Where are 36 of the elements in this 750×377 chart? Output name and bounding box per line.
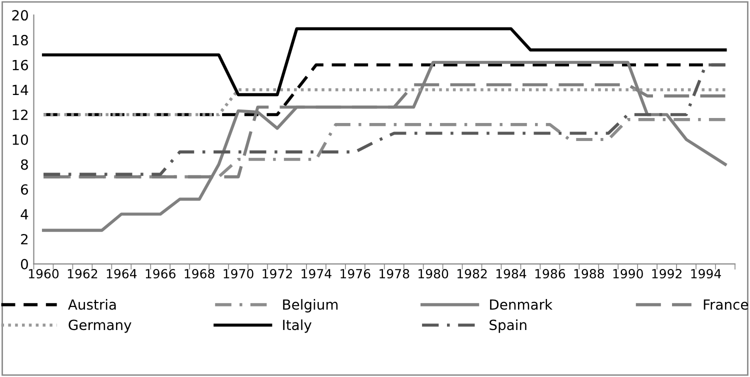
x-tick-label: 1992 [652,268,682,278]
legend-label: Germany [68,320,132,333]
legend-label: France [704,299,748,310]
x-tick-label: 1994 [691,268,721,278]
x-tick-label: 1970 [224,268,254,278]
y-tick-label: 4 [20,209,28,220]
x-tick-label: 1962 [68,268,98,278]
y-tick-label: 6 [21,184,28,195]
legend-label: Denmark [490,299,553,310]
x-tick-label: 1988 [574,268,604,278]
x-tick-label: 1964 [106,268,137,278]
legend-label: Spain [490,319,526,333]
legend-label: Belgium [283,299,338,312]
x-tick-label: 1978 [380,268,410,278]
x-tick-label: 1960 [28,268,59,278]
y-tick-label: 12 [12,110,28,120]
x-tick-label: 1972 [262,268,292,278]
legend-label: Italy [283,319,312,333]
x-tick-label: 1986 [535,268,566,278]
x-tick-label: 1966 [146,268,176,278]
x-tick-label: 1968 [184,268,214,278]
y-tick-label: 10 [12,134,28,145]
x-tick-label: 1982 [458,268,487,278]
y-tick-label: 2 [21,234,28,244]
y-tick-label: 0 [20,258,28,270]
y-tick-label: 20 [12,10,28,21]
x-tick-label: 1984 [496,268,526,278]
x-tick-label: 1974 [302,268,332,278]
x-tick-label: 1976 [340,268,370,278]
y-tick-label: 16 [12,60,28,70]
y-tick-label: 18 [12,34,28,46]
legend-label: Austria [68,299,116,310]
x-tick-label: 1980 [418,268,448,278]
y-tick-label: 8 [20,159,28,170]
x-tick-label: 1990 [613,268,643,278]
y-tick-label: 14 [12,84,28,96]
